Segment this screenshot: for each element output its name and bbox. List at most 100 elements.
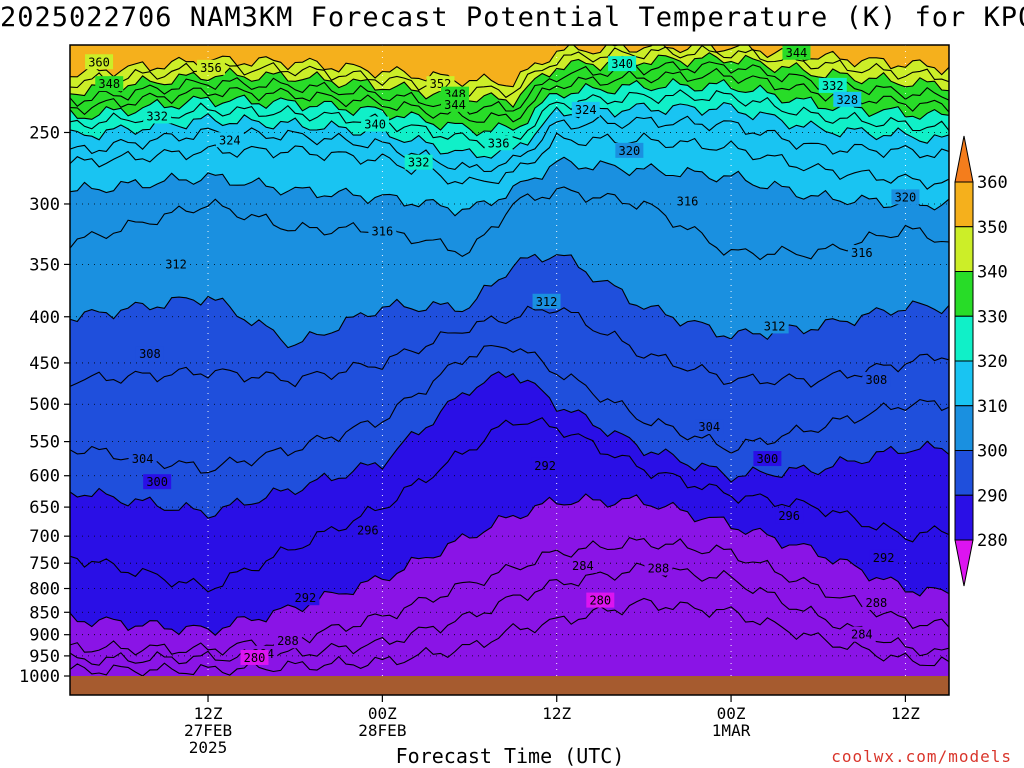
contour-label: 284 xyxy=(572,559,594,573)
contour-label-bg xyxy=(404,154,433,170)
contour-label-bg xyxy=(532,293,561,309)
y-tick-label: 500 xyxy=(29,395,60,415)
contour-label: 340 xyxy=(364,118,386,132)
y-tick-label: 600 xyxy=(29,467,60,487)
contour-label-bg xyxy=(608,56,637,72)
contour-label-bg xyxy=(818,77,847,93)
colorbar-tick-label: 310 xyxy=(977,397,1008,417)
y-tick-label: 650 xyxy=(29,498,60,518)
y-tick-label: 900 xyxy=(29,626,60,646)
contour-label: 332 xyxy=(408,156,430,170)
contour-label: 320 xyxy=(619,144,641,158)
contour-label: 336 xyxy=(488,136,510,150)
contour-label: 324 xyxy=(575,103,597,117)
colorbar-segment xyxy=(954,360,974,407)
colorbar-tick-label: 320 xyxy=(977,352,1008,372)
colorbar-segment xyxy=(954,405,974,451)
colorbar-tick-label: 340 xyxy=(977,263,1008,283)
isotherm-line xyxy=(70,493,949,636)
contour-label: 332 xyxy=(146,109,168,123)
contour-label-bg xyxy=(240,649,269,665)
contour-label: 288 xyxy=(648,561,670,575)
colorbar-tick-label: 290 xyxy=(977,486,1008,506)
contour-label: 320 xyxy=(895,190,917,204)
contour-label-bg xyxy=(135,346,164,362)
contour-label-bg xyxy=(162,256,191,272)
contour-label-bg xyxy=(95,76,124,92)
contour-label: 304 xyxy=(132,452,154,466)
contour-label-bg xyxy=(85,54,114,70)
y-tick-label: 950 xyxy=(29,647,60,667)
isotherm-line xyxy=(70,305,949,388)
y-tick-label: 1000 xyxy=(19,667,60,687)
x-tick-label: 12Z xyxy=(542,704,571,723)
contour-label: 328 xyxy=(836,93,858,107)
contour-label: 292 xyxy=(295,591,317,605)
contour-label-bg xyxy=(869,549,898,565)
colorbar-arrow-top xyxy=(954,135,974,183)
contour-label-bg xyxy=(760,318,789,334)
contour-label: 308 xyxy=(139,347,161,361)
contour-label-bg xyxy=(571,101,600,117)
contour-label-bg xyxy=(644,560,673,576)
isotherm-line xyxy=(70,186,949,261)
isotherm-line xyxy=(70,114,949,173)
contour-label: 356 xyxy=(200,61,222,75)
contour-label-bg xyxy=(847,626,876,642)
colorbar-tick-label: 280 xyxy=(977,531,1008,551)
contour-label: 324 xyxy=(219,133,241,147)
x-tick-label: 12Z xyxy=(891,704,920,723)
isotherm-line xyxy=(70,77,949,137)
isotherm-line xyxy=(70,52,949,108)
contour-label-bg xyxy=(568,557,597,573)
x-tick-label: 28FEB xyxy=(358,721,406,740)
contour-label: 296 xyxy=(357,524,379,538)
band-fill xyxy=(70,45,949,87)
isotherm-line xyxy=(70,344,949,474)
contour-label-bg xyxy=(128,451,157,467)
colorbar-tick-label: 300 xyxy=(977,442,1008,462)
contour-label: 344 xyxy=(444,98,466,112)
contour-label-bg xyxy=(862,371,891,387)
contour-label-bg xyxy=(273,633,302,649)
x-tick-label: 2025 xyxy=(189,738,228,757)
contour-label-bg xyxy=(441,96,470,112)
contour-label-bg xyxy=(196,59,225,75)
colorbar-segment xyxy=(954,271,974,317)
contour-label-bg xyxy=(361,116,390,132)
contour-label-bg xyxy=(753,451,782,467)
y-tick-label: 800 xyxy=(29,580,60,600)
contour-label-bg xyxy=(695,419,724,435)
colorbar-segment xyxy=(954,494,974,541)
contour-label-bg xyxy=(143,108,172,124)
y-tick-label: 350 xyxy=(29,255,60,275)
isotherm-line xyxy=(70,562,949,666)
y-tick-label: 700 xyxy=(29,527,60,547)
source-credit: coolwx.com/models xyxy=(831,747,1012,766)
contour-label: 284 xyxy=(851,628,873,642)
y-tick-label: 750 xyxy=(29,554,60,574)
contour-label: 312 xyxy=(165,257,187,271)
contour-label-bg xyxy=(143,474,172,490)
colorbar-segment xyxy=(954,315,974,362)
contour-label: 300 xyxy=(146,475,168,489)
contour-label-bg xyxy=(833,91,862,107)
isotherm-line xyxy=(70,371,949,519)
isotherm-line xyxy=(70,597,949,676)
y-tick-label: 850 xyxy=(29,603,60,623)
contour-label: 340 xyxy=(611,57,633,71)
contour-label: 288 xyxy=(277,634,299,648)
contour-label: 304 xyxy=(698,420,720,434)
contour-label: 316 xyxy=(851,246,873,260)
contour-label: 312 xyxy=(536,295,558,309)
isotherm-line xyxy=(70,156,949,217)
contour-label: 292 xyxy=(534,459,556,473)
contour-label-bg xyxy=(775,508,804,524)
isotherm-line xyxy=(70,61,949,115)
y-tick-label: 250 xyxy=(29,123,60,143)
colorbar-arrow-bottom xyxy=(954,539,974,587)
contour-label-bg xyxy=(891,189,920,205)
contour-label: 344 xyxy=(786,46,808,60)
colorbar-tick-label: 350 xyxy=(977,218,1008,238)
